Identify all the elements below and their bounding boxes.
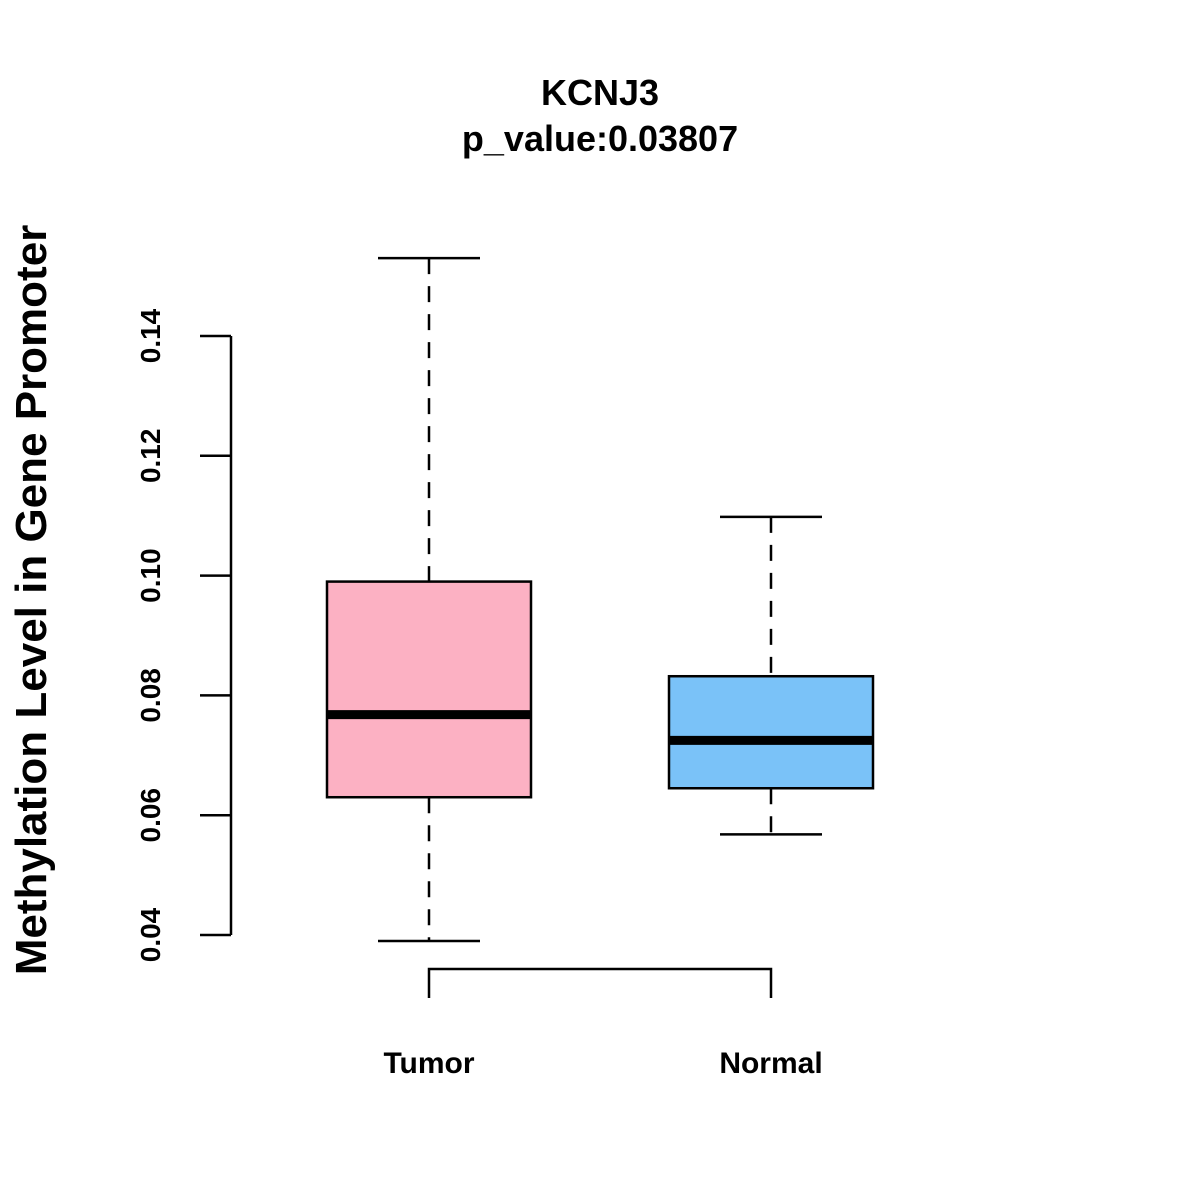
chart-title: KCNJ3 [541,72,659,113]
y-tick-label: 0.04 [135,907,166,962]
y-tick-label: 0.08 [135,668,166,723]
chart-subtitle: p_value:0.03807 [462,118,738,159]
box-tumor [325,256,533,943]
y-tick-label: 0.14 [135,308,166,363]
significance-bracket [427,967,773,998]
box-normal [667,515,875,836]
y-tick-label: 0.10 [135,548,166,603]
y-axis: 0.04 0.06 0.08 0.10 0.12 0.14 [135,308,233,962]
iqr-box [667,674,875,790]
box-group [325,256,875,943]
y-tick-label: 0.12 [135,429,166,484]
y-tick-label: 0.06 [135,788,166,843]
bracket-line [427,967,773,998]
iqr-box [325,580,533,799]
x-category-label: Normal [719,1047,822,1080]
x-category-label: Tumor [383,1047,474,1080]
y-axis-label: Methylation Level in Gene Promoter [7,225,56,976]
category-labels: Tumor Normal [383,1047,822,1080]
